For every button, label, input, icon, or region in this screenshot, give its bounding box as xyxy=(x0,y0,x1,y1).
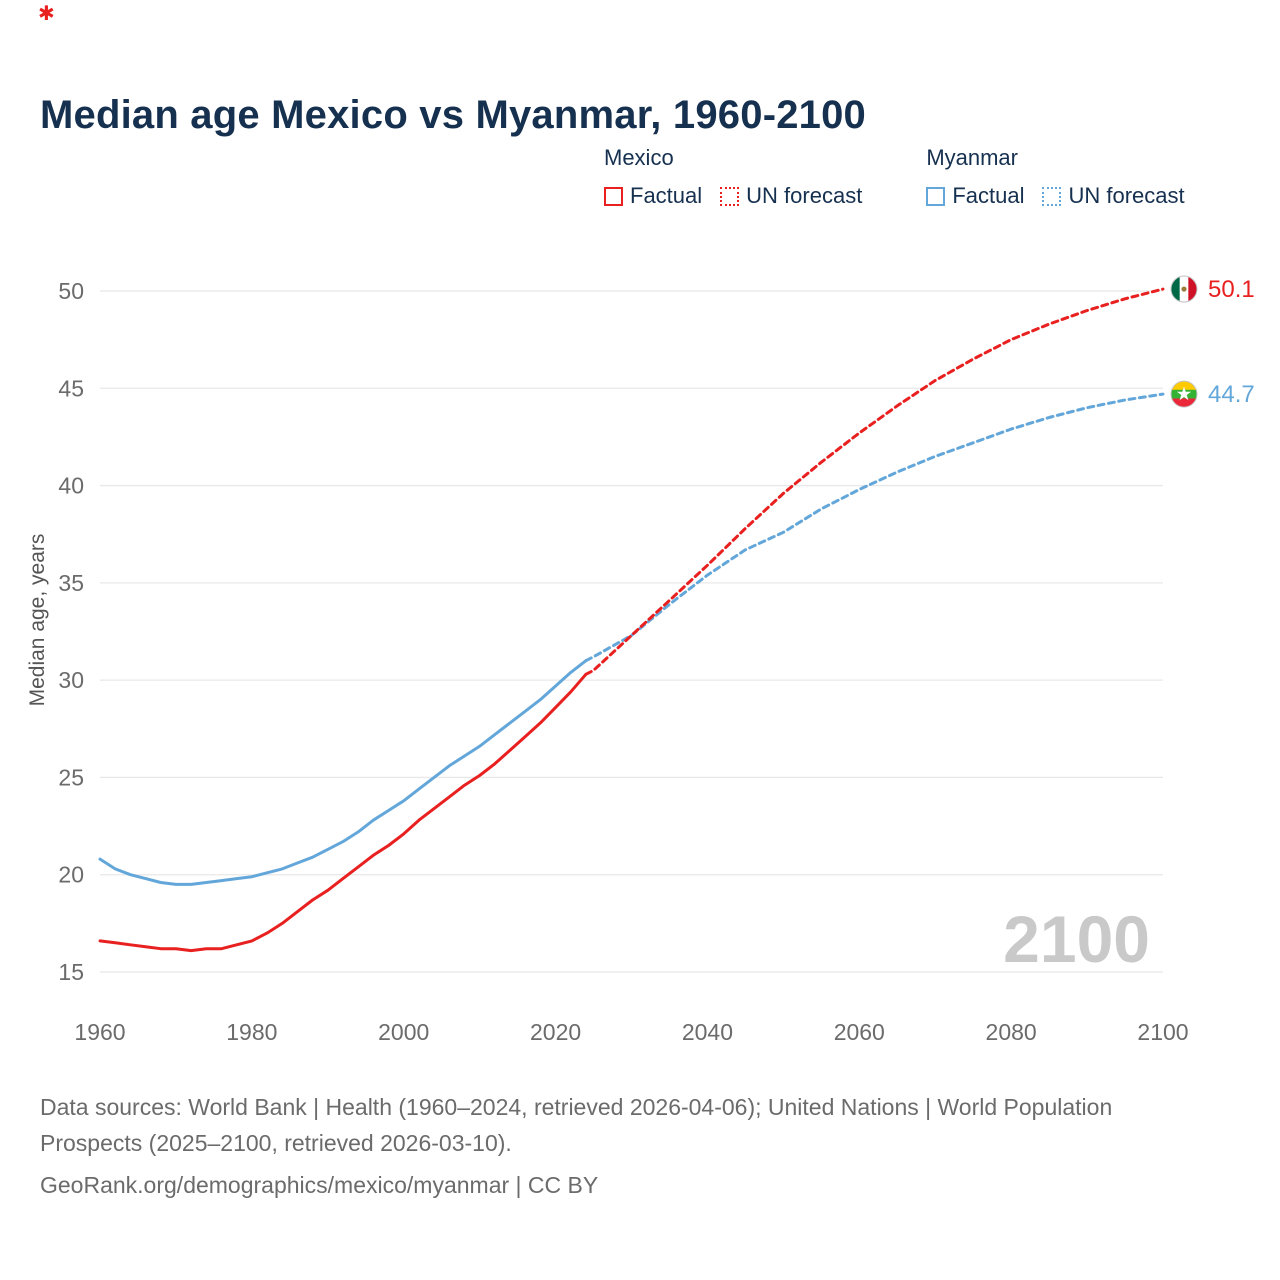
legend-item-myanmar-forecast[interactable]: UN forecast xyxy=(1042,183,1185,209)
legend-item-mexico-forecast[interactable]: UN forecast xyxy=(720,183,862,209)
x-tick-label: 2020 xyxy=(530,1019,581,1045)
x-tick-label: 2060 xyxy=(834,1019,885,1045)
end-value-mexico: 50.1 xyxy=(1208,276,1255,303)
myanmar-forecast-swatch-icon xyxy=(1042,186,1062,206)
legend-item-label: Factual xyxy=(630,183,703,208)
mexico-factual-swatch-icon xyxy=(604,186,623,206)
flag-emblem xyxy=(1181,286,1187,292)
y-tick-label: 15 xyxy=(58,959,84,985)
flag-stripe xyxy=(1188,276,1197,303)
data-sources-text: Data sources: World Bank | Health (1960–… xyxy=(40,1094,1113,1156)
y-tick-label: 30 xyxy=(58,667,84,693)
source-link-text: GeoRank.org/demographics/mexico/myanmar … xyxy=(40,1171,599,1198)
x-tick-label: 2080 xyxy=(986,1019,1037,1045)
legend-group-mexico: Mexico Factual UN forecast xyxy=(604,145,862,209)
legend-group-label-myanmar: Myanmar xyxy=(926,145,1018,170)
watermark-year: 2100 xyxy=(1003,902,1150,976)
footer: Data sources: World Bank | Health (1960–… xyxy=(40,1090,1145,1210)
legend-item-mexico-factual[interactable]: Factual xyxy=(604,183,702,209)
legend-item-label: UN forecast xyxy=(746,183,863,208)
flag-stripe xyxy=(1171,276,1181,303)
y-axis-label: Median age, years xyxy=(26,534,49,707)
flag-star xyxy=(1176,386,1192,401)
flag-stripe xyxy=(1171,398,1197,408)
legend-item-label: UN forecast xyxy=(1068,183,1185,208)
page-title: Median age Mexico vs Myanmar, 1960-2100 xyxy=(40,92,867,137)
y-tick-label: 20 xyxy=(58,862,84,888)
x-tick-label: 2040 xyxy=(682,1019,733,1045)
flag-ring xyxy=(1170,275,1198,303)
legend-item-myanmar-factual[interactable]: Factual xyxy=(926,183,1024,209)
georank-logo-icon: ✱ xyxy=(38,3,55,25)
myanmar-factual-swatch-icon xyxy=(926,186,946,206)
y-tick-label: 35 xyxy=(58,570,84,596)
flag-stripe xyxy=(1171,381,1197,391)
end-value-myanmar: 44.7 xyxy=(1208,381,1255,408)
y-tick-label: 40 xyxy=(58,473,84,499)
legend: Mexico Factual UN forecast Myanmar Factu… xyxy=(604,145,1185,209)
mexico-forecast-swatch-icon xyxy=(720,186,740,206)
series-line-mexico-solid xyxy=(98,672,588,953)
series-line-myanmar-solid xyxy=(98,659,588,886)
y-tick-label: 50 xyxy=(58,278,84,304)
myanmar-flag-icon xyxy=(1171,381,1197,408)
legend-group-label-mexico: Mexico xyxy=(604,145,674,170)
x-tick-label: 2100 xyxy=(1137,1019,1188,1045)
legend-items-mexico: Factual UN forecast xyxy=(604,183,862,209)
legend-group-myanmar: Myanmar Factual UN forecast xyxy=(926,145,1185,209)
mexico-flag-icon xyxy=(1171,276,1197,303)
legend-items-myanmar: Factual UN forecast xyxy=(926,183,1185,209)
y-tick-label: 25 xyxy=(58,764,84,790)
x-tick-label: 2000 xyxy=(378,1019,429,1045)
median-age-chart: 15 20 25 30 35 40 45 50 1960 1980 2000 2020 2040 2060… xyxy=(26,275,1255,1045)
series-line-mexico-dashed xyxy=(584,287,1165,676)
legend-item-label: Factual xyxy=(952,183,1025,208)
y-tick-label: 45 xyxy=(58,375,84,401)
flag-ring xyxy=(1170,380,1198,408)
series-line-myanmar-dashed xyxy=(584,392,1165,663)
x-tick-label: 1960 xyxy=(74,1019,125,1045)
x-tick-label: 1980 xyxy=(226,1019,277,1045)
